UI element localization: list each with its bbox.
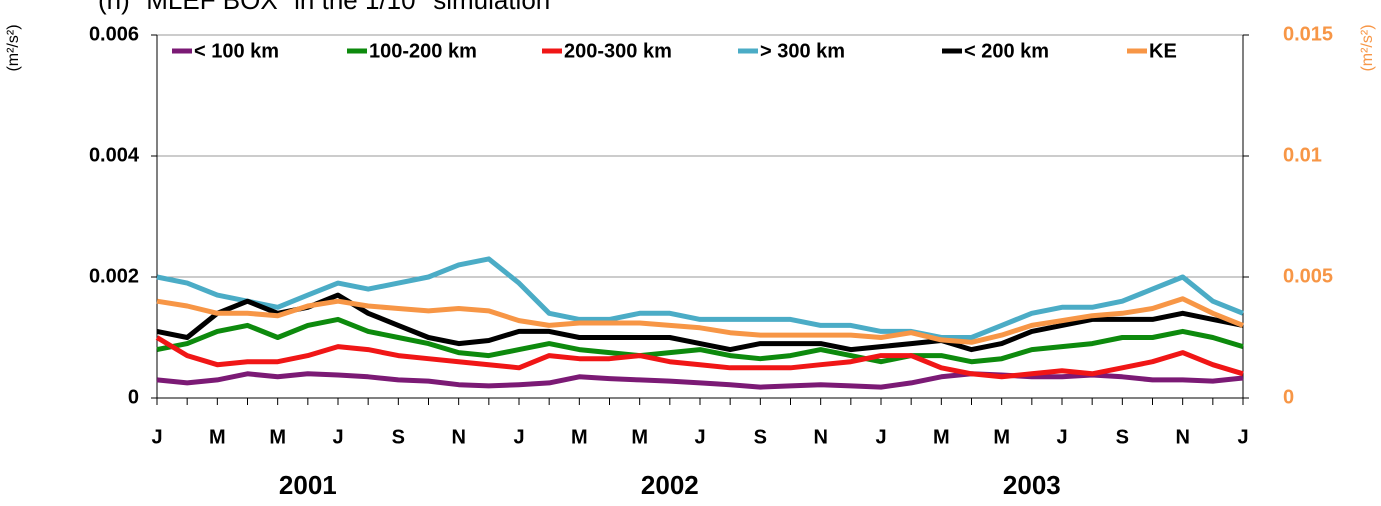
legend-label: 200-300 km <box>564 40 672 62</box>
x-tick-label: N <box>813 426 827 448</box>
x-group-label: 2003 <box>1003 470 1061 500</box>
x-tick-label: J <box>1056 426 1067 448</box>
y-tick-label: 0.004 <box>89 144 140 166</box>
x-tick-label: M <box>209 426 226 448</box>
series-line <box>156 256 1244 340</box>
legend-label: > 300 km <box>760 40 845 62</box>
x-tick-label: J <box>151 426 162 448</box>
series-line <box>156 292 1244 353</box>
x-tick-label: M <box>993 426 1010 448</box>
legend-label: < 200 km <box>964 40 1049 62</box>
x-tick-label: S <box>392 426 405 448</box>
y-axis-label: (m²/s²) <box>5 24 22 71</box>
series-line <box>156 316 1244 365</box>
x-tick-label: J <box>694 426 705 448</box>
x-group-label: 2001 <box>279 470 337 500</box>
x-tick-label: M <box>269 426 286 448</box>
x-tick-label: N <box>451 426 465 448</box>
x-tick-label: J <box>875 426 886 448</box>
legend-label: KE <box>1149 40 1177 62</box>
y-tick-label: 0 <box>128 386 139 408</box>
x-tick-label: N <box>1175 426 1189 448</box>
series-line <box>155 335 1244 380</box>
series-line <box>156 371 1244 390</box>
x-tick-label: S <box>754 426 767 448</box>
legend-label: < 100 km <box>194 40 279 62</box>
y2-tick-label: 0.015 <box>1283 23 1333 45</box>
x-tick-label: J <box>513 426 524 448</box>
series-line <box>156 296 1244 345</box>
y2-tick-label: 0 <box>1283 386 1294 408</box>
x-tick-label: S <box>1116 426 1129 448</box>
x-tick-label: M <box>933 426 950 448</box>
x-tick-label: M <box>571 426 588 448</box>
chart-title: (h) "MLEF BOX" in the 1/10° simulation <box>98 0 550 15</box>
x-tick-label: J <box>1237 426 1248 448</box>
y-tick-label: 0.006 <box>89 23 139 45</box>
y2-tick-label: 0.01 <box>1283 144 1322 166</box>
x-tick-label: M <box>631 426 648 448</box>
legend-label: 100-200 km <box>369 40 477 62</box>
y2-tick-label: 0.005 <box>1283 265 1333 287</box>
x-group-label: 2002 <box>641 470 699 500</box>
y-tick-label: 0.002 <box>89 265 139 287</box>
y2-axis-label: (m²/s²) <box>1359 24 1376 71</box>
x-tick-label: J <box>332 426 343 448</box>
